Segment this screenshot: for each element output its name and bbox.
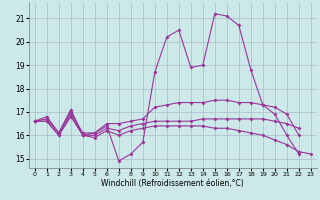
X-axis label: Windchill (Refroidissement éolien,°C): Windchill (Refroidissement éolien,°C)	[101, 179, 244, 188]
